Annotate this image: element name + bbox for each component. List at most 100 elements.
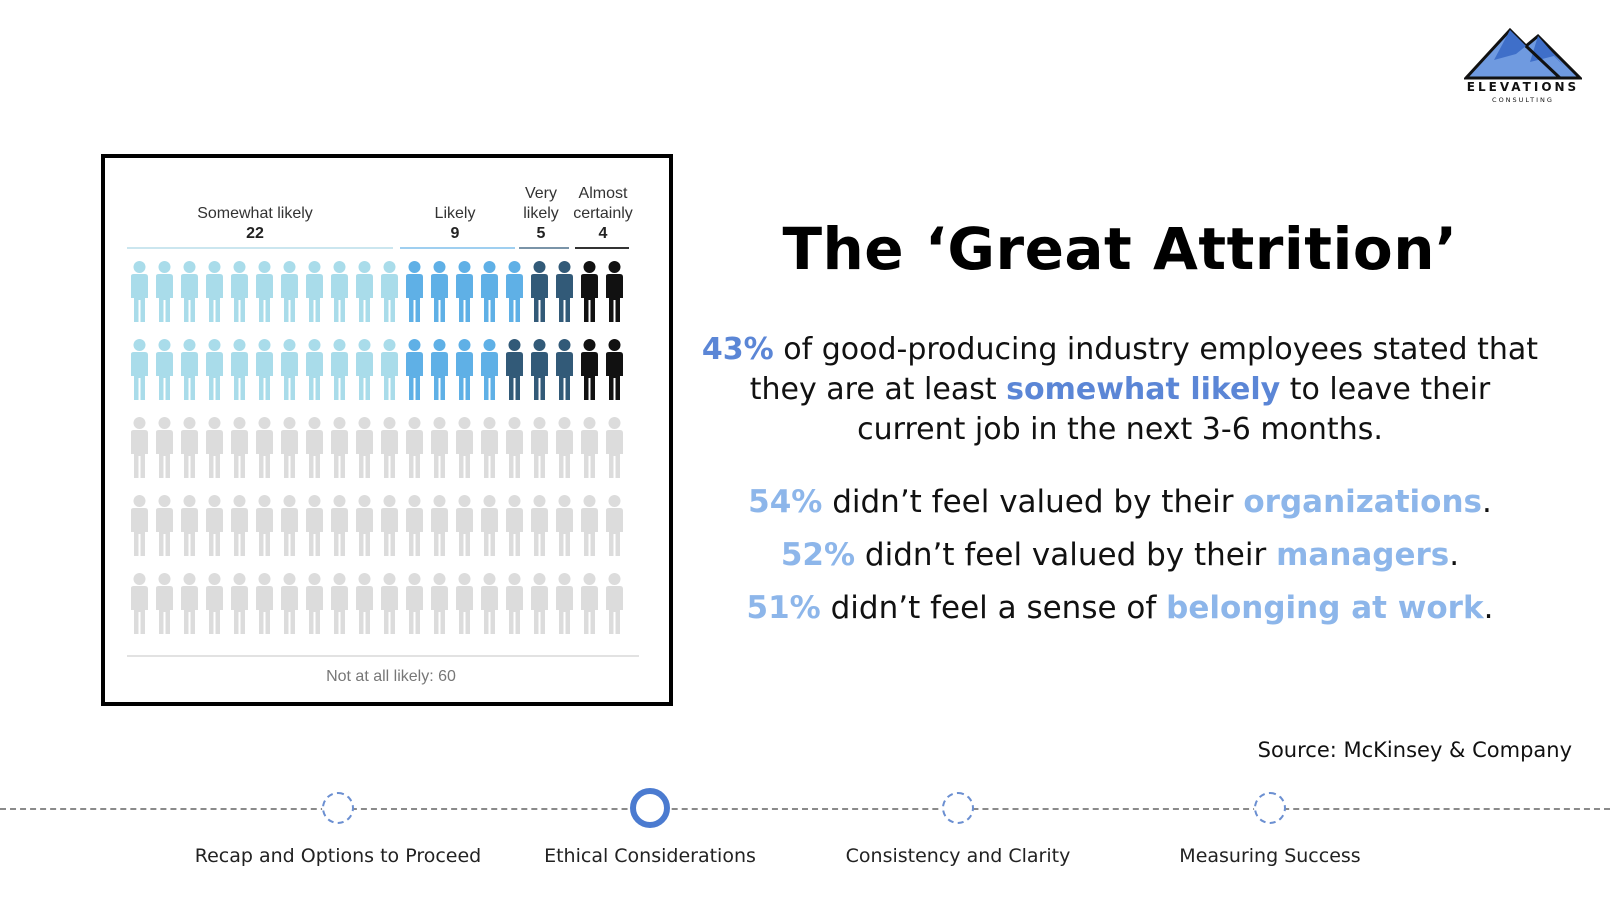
timeline-track: [0, 808, 1610, 810]
stat-percent: 51%: [746, 590, 821, 626]
person-icon: [406, 261, 423, 322]
person-icon: [281, 417, 298, 478]
category-underline-likely: [400, 247, 515, 249]
stat-highlight: managers: [1276, 537, 1450, 573]
person-icon: [331, 339, 348, 400]
category-label: Very likely: [523, 185, 559, 222]
person-icon: [506, 495, 523, 556]
person-icon: [156, 261, 173, 322]
person-icon: [506, 339, 523, 400]
person-icon: [156, 495, 173, 556]
category-very-likely: Very likely 5: [513, 184, 569, 244]
person-icon: [431, 495, 448, 556]
paragraph-text-1: of good-producing industry employees sta…: [749, 332, 1539, 407]
stat-text: didn’t feel valued by their: [822, 484, 1244, 520]
person-icon: [456, 573, 473, 634]
person-icon: [356, 573, 373, 634]
person-icon: [381, 573, 398, 634]
person-icon: [606, 417, 623, 478]
person-icon: [331, 417, 348, 478]
mountain-logo-icon: [1464, 27, 1582, 80]
person-icon: [581, 495, 598, 556]
person-icon: [406, 573, 423, 634]
person-icon: [581, 573, 598, 634]
person-icon: [431, 417, 448, 478]
timeline-step-recap[interactable]: Recap and Options to Proceed: [194, 845, 482, 867]
category-underline-almost-certainly: [575, 247, 629, 249]
person-icon: [456, 339, 473, 400]
person-icon: [256, 417, 273, 478]
stat-end: .: [1483, 590, 1494, 626]
timeline-step-ethical[interactable]: Ethical Considerations: [544, 845, 756, 867]
paragraph-percent: 43%: [701, 332, 774, 367]
paragraph-text-2: to leave their current job in the next 3…: [857, 372, 1491, 447]
timeline-step-consistency[interactable]: Consistency and Clarity: [845, 845, 1071, 867]
category-count: 22: [246, 225, 264, 242]
stat-text: didn’t feel a sense of: [820, 590, 1167, 626]
person-icon: [381, 417, 398, 478]
stat-line: 54% didn’t feel valued by their organiza…: [700, 482, 1540, 522]
person-icon: [531, 261, 548, 322]
person-icon: [131, 495, 148, 556]
person-icon: [481, 417, 498, 478]
person-icon: [481, 573, 498, 634]
logo-wordmark: ELEVATIONS: [1466, 80, 1580, 94]
person-icon: [581, 261, 598, 322]
person-icon: [356, 417, 373, 478]
person-icon: [131, 339, 148, 400]
person-icon: [606, 495, 623, 556]
person-icon: [156, 573, 173, 634]
category-somewhat-likely: Somewhat likely 22: [165, 204, 345, 244]
person-icon: [181, 573, 198, 634]
person-icon: [131, 261, 148, 322]
timeline-step-recap-dot[interactable]: [322, 792, 354, 824]
person-icon: [131, 573, 148, 634]
person-icon: [181, 339, 198, 400]
person-icon: [306, 573, 323, 634]
figure-baseline: [127, 655, 639, 657]
person-icon: [606, 261, 623, 322]
person-icon: [406, 417, 423, 478]
person-icon: [581, 339, 598, 400]
logo-subtitle: CONSULTING: [1492, 96, 1554, 104]
person-icon: [331, 573, 348, 634]
attrition-infographic: Somewhat likely 22 Likely 9 Very likely …: [101, 154, 673, 706]
person-icon: [281, 339, 298, 400]
person-icon: [231, 495, 248, 556]
person-icon: [231, 573, 248, 634]
person-icon: [181, 417, 198, 478]
person-icon: [131, 417, 148, 478]
person-icon: [531, 417, 548, 478]
person-icon: [506, 417, 523, 478]
person-icon: [281, 573, 298, 634]
timeline-step-measuring[interactable]: Measuring Success: [1179, 845, 1361, 867]
paragraph-highlight: somewhat likely: [1006, 372, 1281, 407]
stat-highlight: belonging at work: [1166, 590, 1484, 626]
person-icon: [456, 417, 473, 478]
person-icon: [431, 573, 448, 634]
stat-percent: 54%: [748, 484, 823, 520]
person-icon: [306, 339, 323, 400]
person-icon: [206, 261, 223, 322]
timeline-step-ethical-dot[interactable]: [630, 788, 670, 828]
person-icon: [506, 573, 523, 634]
stat-line: 51% didn’t feel a sense of belonging at …: [700, 588, 1540, 628]
person-icon: [381, 261, 398, 322]
main-paragraph: 43% of good-producing industry employees…: [700, 330, 1540, 450]
person-icon: [431, 339, 448, 400]
person-icon: [606, 339, 623, 400]
person-icon: [206, 417, 223, 478]
timeline-step-measuring-dot[interactable]: [1254, 792, 1286, 824]
person-icon: [231, 261, 248, 322]
person-icon: [306, 495, 323, 556]
person-icon: [506, 261, 523, 322]
person-icon: [206, 339, 223, 400]
stat-end: .: [1449, 537, 1460, 573]
stat-highlight: organizations: [1243, 484, 1482, 520]
person-icon: [356, 339, 373, 400]
timeline-step-consistency-dot[interactable]: [942, 792, 974, 824]
person-icon: [331, 261, 348, 322]
person-icon: [206, 573, 223, 634]
person-icon: [456, 495, 473, 556]
category-label: Almost certainly: [573, 185, 633, 222]
